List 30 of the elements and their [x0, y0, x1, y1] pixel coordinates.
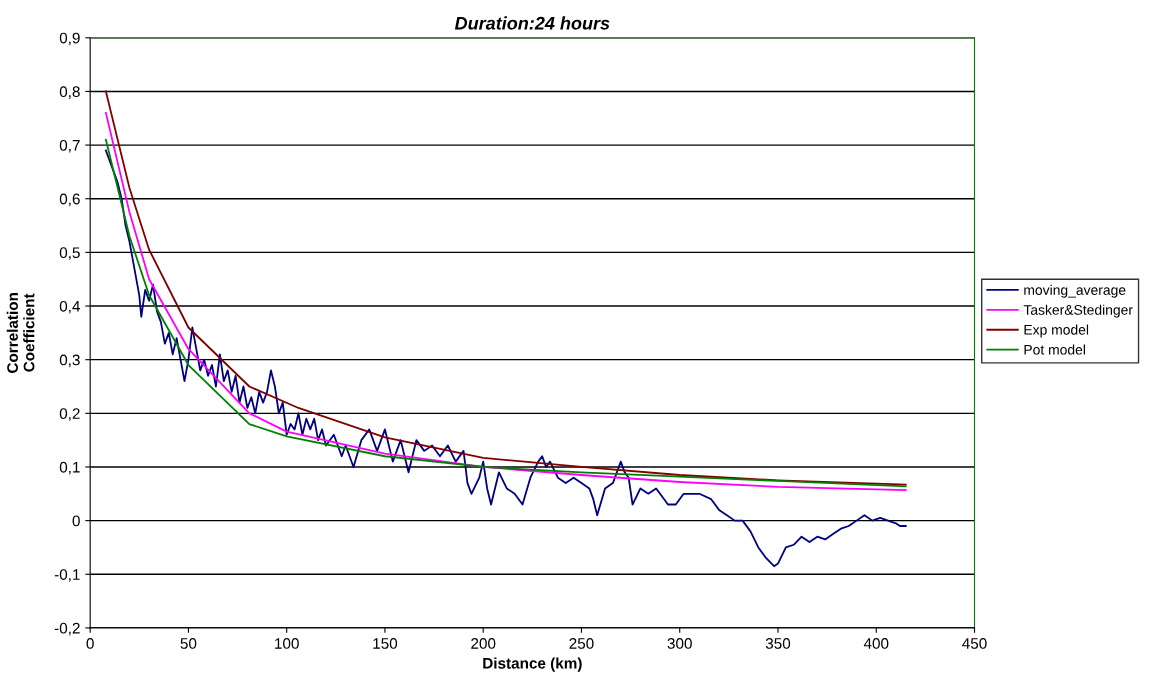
- x-tick-label: 250: [569, 638, 594, 649]
- y-tick-label: 0,4: [59, 300, 80, 314]
- y-tick-label: 0: [72, 515, 80, 527]
- y-axis-title: Correlation Coefficient: [6, 293, 35, 373]
- chart-title: Duration:24 hours: [454, 16, 610, 30]
- x-tick-label: 350: [765, 638, 791, 649]
- y-tick-label: -0,2: [54, 622, 80, 636]
- y-tick-label: 0,9: [59, 32, 80, 46]
- legend-label: Pot model: [1024, 344, 1085, 355]
- x-tick-label: 50: [180, 638, 197, 649]
- y-tick-label: 0,2: [59, 408, 80, 421]
- x-tick-label: 100: [275, 638, 299, 649]
- x-tick-label: 400: [863, 638, 889, 649]
- x-tick-label: 450: [962, 638, 987, 649]
- legend-label: moving_average: [1024, 284, 1126, 298]
- x-tick-label: 0: [86, 638, 94, 649]
- y-tick-label: 0,1: [59, 461, 80, 475]
- x-tick-label: 150: [373, 638, 398, 649]
- legend-label: Tasker&Stedinger: [1023, 304, 1133, 318]
- y-tick-label: -0,1: [54, 569, 80, 582]
- y-tick-label: 0,8: [59, 86, 80, 99]
- x-tick-label: 200: [471, 638, 496, 649]
- y-tick-label: 0,3: [59, 354, 80, 368]
- y-tick-label: 0,5: [59, 247, 80, 260]
- line-series: [104, 149, 907, 568]
- x-tick-label: 300: [667, 638, 692, 649]
- legend-label: Exp model: [1024, 324, 1089, 338]
- x-axis-title: Distance (km): [483, 657, 582, 672]
- y-tick-label: 0,6: [59, 193, 80, 207]
- y-tick-label: 0,7: [59, 139, 80, 153]
